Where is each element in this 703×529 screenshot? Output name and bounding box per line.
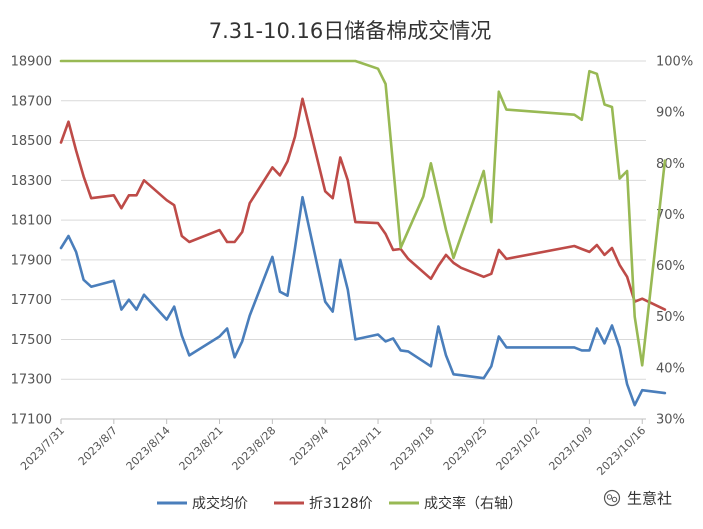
left-tick-label: 18500 (11, 134, 52, 149)
right-tick-label: 40% (656, 361, 685, 376)
right-tick-label: 90% (656, 106, 685, 121)
watermark: 生意社 (603, 489, 672, 508)
left-tick-label: 17900 (11, 253, 52, 268)
left-tick-label: 17500 (11, 333, 52, 348)
series-lines (59, 59, 667, 407)
right-tick-label: 80% (656, 157, 685, 172)
legend-label: 成交均价 (192, 495, 248, 512)
right-tick-label: 70% (656, 208, 685, 223)
left-tick-label: 18700 (11, 94, 52, 109)
left-tick-label: 17300 (11, 373, 52, 388)
left-tick-label: 18900 (11, 55, 52, 70)
left-tick-label: 18100 (11, 214, 52, 229)
legend: 成交均价 折3128价 成交率（右轴） (157, 495, 522, 512)
watermark-logo-icon (603, 489, 621, 507)
right-tick-label: 60% (656, 259, 685, 274)
watermark-text: 生意社 (627, 490, 672, 508)
series-line (59, 59, 667, 367)
right-tick-label: 50% (656, 310, 685, 325)
legend-label: 折3128价 (309, 496, 373, 512)
left-tick-label: 17700 (11, 293, 52, 308)
legend-label: 成交率（右轴） (424, 495, 522, 512)
series-line (59, 195, 667, 407)
right-axis-ticks: 30% 40% 50% 60% 70% 80% 90% 100% (656, 55, 693, 428)
left-tick-label: 17100 (11, 413, 52, 428)
chart-title: 7.31-10.16日储备棉成交情况 (209, 19, 491, 43)
right-tick-label: 100% (656, 55, 693, 70)
right-tick-label: 30% (656, 413, 685, 428)
left-axis-ticks: 17100 17300 17500 17700 17900 18100 18300 18500… (11, 55, 52, 428)
left-tick-label: 18300 (11, 174, 52, 189)
series-line (59, 97, 667, 311)
